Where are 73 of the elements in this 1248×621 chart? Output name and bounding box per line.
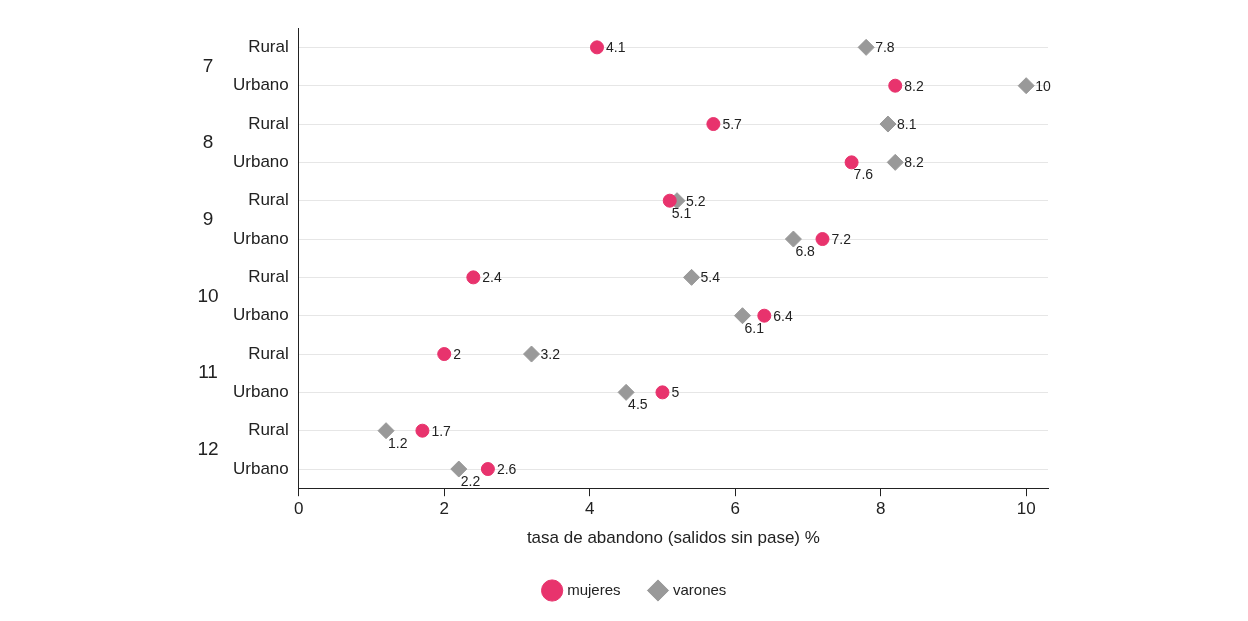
data-label: 2 — [453, 345, 462, 362]
x-tick-label: 4 — [584, 499, 595, 519]
data-label: 2.2 — [460, 472, 481, 489]
y-tick-label: Rural — [248, 267, 289, 287]
y-tick-label: Rural — [248, 420, 289, 440]
point — [888, 78, 903, 93]
x-tick-label: 6 — [730, 499, 740, 519]
point — [879, 115, 897, 133]
point — [706, 117, 721, 132]
y-tick-label: Urbano — [232, 75, 289, 95]
point — [857, 38, 875, 56]
text: 9 — [202, 208, 214, 230]
data-label: 6.4 — [773, 307, 793, 324]
point — [1017, 77, 1035, 95]
y-tick-label: Rural — [248, 37, 289, 57]
data-label: 2.6 — [496, 460, 517, 477]
point — [784, 230, 802, 248]
y-tick-label: Urbano — [232, 152, 289, 172]
data-label: 5.4 — [700, 269, 721, 286]
legend-label: mujeres — [567, 580, 621, 598]
point — [466, 270, 481, 285]
y-tick-label: Urbano — [232, 458, 289, 478]
point — [617, 383, 635, 401]
data-label: 8.2 — [904, 77, 924, 94]
point — [377, 422, 395, 440]
point — [844, 155, 859, 170]
data-label: 7.2 — [831, 230, 852, 247]
x-tick-label: 0 — [294, 499, 304, 519]
data-label: 1.7 — [431, 422, 452, 439]
y-tick-label: Rural — [248, 190, 289, 210]
point — [757, 308, 772, 323]
point — [815, 232, 830, 247]
data-label: 7.6 — [853, 166, 874, 183]
data-label: 6.8 — [795, 242, 816, 259]
x-tick-label: 2 — [439, 499, 449, 519]
data-label: 7.8 — [875, 39, 895, 56]
text: 8 — [202, 131, 214, 153]
data-label: 5.7 — [722, 115, 743, 132]
x-axis-title: tasa de abandono (salidos sin pase) % — [526, 528, 820, 548]
point — [662, 193, 677, 208]
y-tick-label: Rural — [248, 113, 289, 133]
data-label: 3.2 — [540, 345, 561, 362]
data-label: 8.2 — [904, 154, 924, 171]
y-tick-label: Rural — [248, 343, 289, 363]
point — [590, 40, 604, 55]
point — [450, 460, 468, 478]
data-label: 5 — [671, 384, 680, 401]
y-tick-label: Urbano — [232, 228, 289, 248]
y-tick-label: Urbano — [232, 305, 289, 325]
data-label: 4.1 — [606, 39, 626, 56]
data-label: 2.4 — [482, 269, 503, 286]
text: 7 — [202, 54, 214, 76]
data-label: 8.1 — [896, 115, 917, 132]
point — [480, 462, 495, 477]
text: 12 — [197, 438, 219, 460]
point — [437, 347, 452, 362]
point — [733, 307, 751, 325]
point — [415, 423, 430, 438]
point — [523, 345, 541, 363]
data-label: 1.2 — [388, 434, 408, 451]
data-label: 6.1 — [744, 319, 765, 336]
data-label: 4.5 — [628, 396, 648, 413]
x-tick-label: 10 — [1016, 499, 1036, 519]
x-tick-label: 8 — [875, 499, 886, 519]
legend-label: varones — [672, 580, 727, 598]
y-tick-label: Urbano — [232, 382, 289, 402]
text: 11 — [198, 361, 218, 383]
data-label: 10 — [1035, 77, 1051, 94]
text: 10 — [197, 284, 219, 306]
point — [655, 385, 670, 400]
point — [683, 268, 701, 286]
point — [886, 153, 904, 171]
data-label: 5.2 — [686, 192, 706, 209]
